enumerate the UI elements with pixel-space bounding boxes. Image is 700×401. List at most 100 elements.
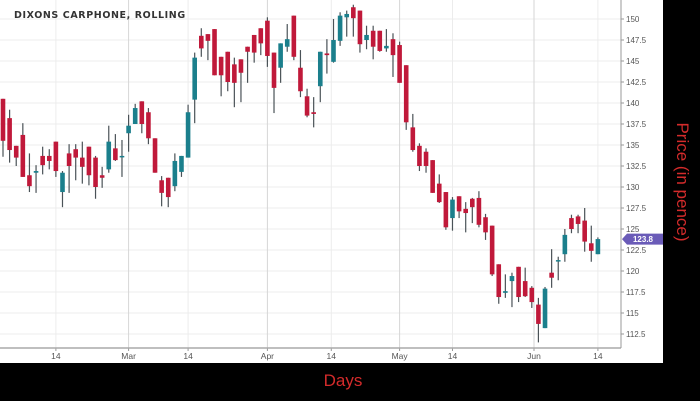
candle bbox=[476, 191, 482, 228]
candle bbox=[132, 103, 138, 124]
candle-body bbox=[331, 40, 336, 62]
candle bbox=[470, 197, 475, 224]
candle bbox=[423, 148, 429, 173]
candle bbox=[483, 213, 488, 240]
candle bbox=[522, 267, 528, 298]
candle bbox=[106, 125, 112, 173]
candle-body bbox=[364, 34, 369, 40]
x-tick-label: 14 bbox=[327, 351, 337, 361]
candle bbox=[291, 15, 297, 61]
y-tick-label: 147.5 bbox=[626, 36, 647, 45]
candle-body bbox=[33, 171, 39, 173]
candle bbox=[377, 30, 383, 52]
candle-body bbox=[575, 216, 581, 224]
candlestick-chart: 112.5 115 117.5 120 122.5 125 127.5 130 132.5 135… bbox=[0, 0, 663, 361]
candle bbox=[271, 52, 277, 114]
candle bbox=[536, 297, 541, 343]
candle-body bbox=[417, 145, 422, 166]
candle bbox=[126, 114, 131, 152]
candle-body bbox=[60, 172, 65, 193]
y-tick-label: 135 bbox=[626, 141, 640, 150]
candle bbox=[397, 41, 402, 83]
candle-body bbox=[212, 29, 217, 76]
candle bbox=[159, 176, 164, 207]
y-axis-title: Price (in pence) bbox=[672, 121, 692, 242]
candle-body bbox=[370, 30, 376, 47]
candle bbox=[66, 144, 72, 193]
candle-body bbox=[483, 217, 488, 233]
candle-body bbox=[113, 148, 118, 161]
x-tick-label: Apr bbox=[261, 351, 274, 361]
candle bbox=[331, 19, 336, 63]
candle-body bbox=[509, 276, 515, 282]
candle-body bbox=[496, 264, 502, 298]
candle-body bbox=[324, 53, 330, 56]
candle bbox=[403, 65, 409, 130]
y-axis-title-band: Price (in pence) bbox=[663, 0, 700, 363]
candle-body bbox=[430, 160, 435, 193]
chart-title: DIXONS CARPHONE, ROLLING bbox=[14, 10, 186, 21]
candle-body bbox=[463, 208, 468, 214]
x-tick-label: 14 bbox=[51, 351, 61, 361]
candle bbox=[113, 134, 118, 161]
candle-body bbox=[40, 155, 45, 166]
candle bbox=[179, 155, 184, 177]
x-tick-label: Jun bbox=[527, 351, 541, 361]
candle bbox=[436, 174, 442, 203]
x-tick-label: May bbox=[392, 351, 409, 361]
candle bbox=[549, 249, 554, 288]
candle-body bbox=[476, 197, 482, 225]
candle-body bbox=[298, 67, 303, 92]
y-tick-label: 122.5 bbox=[626, 246, 647, 255]
x-tick-label: 14 bbox=[593, 351, 603, 361]
candle-body bbox=[403, 65, 409, 123]
x-tick-label: 14 bbox=[183, 351, 193, 361]
candle-body bbox=[384, 45, 389, 49]
candle bbox=[40, 146, 45, 175]
candle bbox=[410, 113, 416, 152]
candle bbox=[46, 149, 52, 170]
candle-body bbox=[436, 183, 442, 203]
candle-body bbox=[582, 220, 587, 242]
candle-body bbox=[284, 39, 290, 47]
candle bbox=[232, 57, 237, 108]
candle bbox=[258, 28, 264, 56]
candle bbox=[555, 256, 561, 281]
candle bbox=[165, 177, 171, 208]
candle bbox=[390, 33, 396, 77]
candle bbox=[152, 138, 158, 173]
candle bbox=[60, 171, 65, 208]
candle-body bbox=[503, 291, 508, 293]
y-tick-label: 150 bbox=[626, 15, 640, 24]
candle-body bbox=[245, 46, 250, 52]
candle-body bbox=[562, 234, 568, 255]
candle-body bbox=[46, 155, 52, 161]
candle-body bbox=[278, 43, 283, 68]
y-tick-label: 127.5 bbox=[626, 204, 647, 213]
x-axis-title: Days bbox=[323, 371, 363, 390]
candle bbox=[529, 286, 535, 308]
candle-body bbox=[450, 199, 455, 219]
candle bbox=[298, 50, 303, 98]
candle bbox=[443, 192, 449, 230]
candle-body bbox=[172, 160, 178, 187]
candle-body bbox=[86, 146, 92, 176]
candle bbox=[13, 145, 19, 166]
candle bbox=[304, 88, 310, 118]
candle-body bbox=[569, 218, 574, 229]
candle-body bbox=[238, 59, 244, 73]
candle bbox=[496, 264, 502, 304]
candle bbox=[99, 166, 105, 188]
candle bbox=[185, 104, 191, 158]
candle-body bbox=[119, 155, 125, 158]
candle-body bbox=[139, 101, 145, 124]
candle-body bbox=[152, 138, 158, 173]
candle bbox=[172, 153, 178, 192]
candle-body bbox=[588, 243, 594, 251]
candle-body bbox=[205, 34, 211, 41]
candle-body bbox=[7, 118, 12, 151]
candle bbox=[80, 141, 85, 184]
candle-body bbox=[265, 20, 270, 56]
candle bbox=[311, 97, 316, 128]
candle bbox=[384, 29, 389, 52]
